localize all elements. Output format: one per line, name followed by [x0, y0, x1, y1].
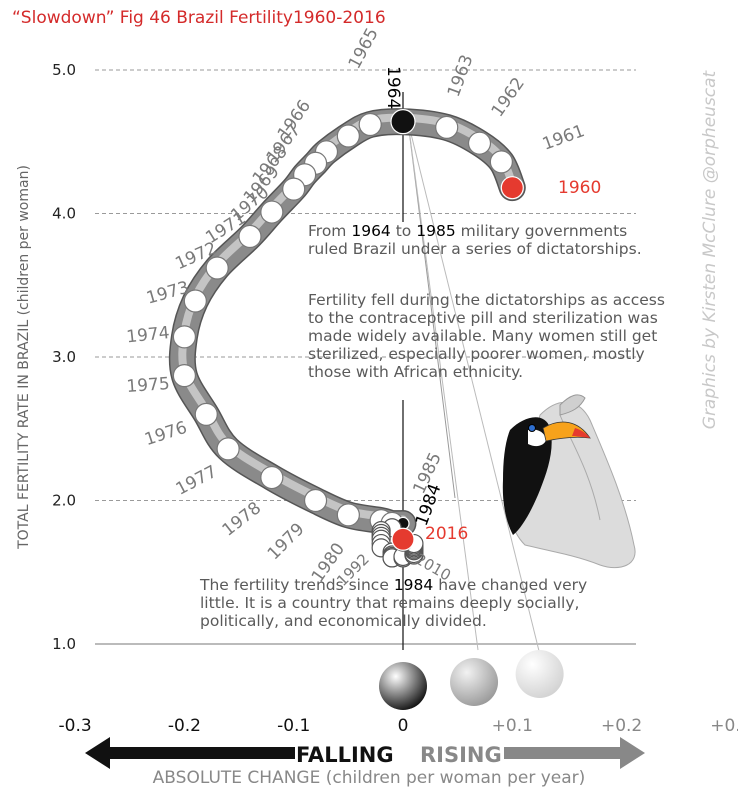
dictatorship-note-text-1: From: [308, 222, 347, 240]
y-axis-label: TOTAL FERTILITY RATE IN BRAZIL (children…: [16, 165, 32, 550]
legend: FALLING RISING: [85, 650, 645, 769]
data-point-1979: [260, 465, 284, 490]
year-label-1965: 1965: [345, 25, 383, 73]
x-tick-label: -0.3: [59, 716, 92, 736]
data-point-1961: [489, 150, 513, 174]
legend-sphere-zero: [379, 662, 427, 710]
y-tick-label: 3.0: [52, 348, 76, 366]
data-point-1972: [238, 224, 262, 249]
year-label-1961: 1961: [540, 121, 587, 155]
leader-line: [407, 121, 479, 651]
year-label-1962: 1962: [488, 74, 529, 121]
year-label-1979: 1979: [264, 519, 309, 564]
data-point-1980: [303, 488, 328, 513]
rising-label: RISING: [420, 743, 502, 767]
dictatorship-note: From 1964 to 1985 military governments r…: [308, 222, 670, 258]
trends-note: The fertility trends since 1984 have cha…: [200, 576, 595, 630]
dictatorship-start-year: 1964: [351, 222, 391, 240]
y-tick-label: 2.0: [52, 492, 76, 510]
chart-title: “Slowdown” Fig 46 Brazil Fertility1960-2…: [12, 8, 386, 28]
data-point-1962: [467, 131, 492, 155]
toucan-body: [502, 417, 552, 535]
data-point-1976: [172, 364, 196, 388]
data-point-1973: [205, 256, 229, 280]
year-label-1974: 1974: [125, 323, 170, 347]
year-label-1977: 1977: [173, 462, 221, 500]
dictatorship-end-year: 1985: [416, 222, 456, 240]
toucan-illustration: [502, 394, 636, 569]
data-point-2016: [391, 527, 415, 551]
data-point-1960: [500, 176, 524, 200]
year-label-1963: 1963: [444, 52, 478, 99]
bag-tie: [559, 394, 586, 416]
toucan-beak-tip: [572, 428, 590, 438]
rising-arrow: [504, 737, 645, 769]
year-label-1975: 1975: [126, 374, 171, 397]
leader-line: [407, 121, 541, 656]
x-tick-label: -0.1: [277, 716, 310, 736]
x-axis-label: ABSOLUTE CHANGE (children per woman per …: [153, 768, 586, 788]
data-point-1964: [390, 109, 416, 135]
y-tick-label: 1.0: [52, 635, 76, 653]
data-point-1963: [435, 115, 459, 140]
year-label-1960: 1960: [558, 178, 601, 198]
data-point-1974: [183, 289, 207, 313]
year-label-1964: 1964: [383, 66, 403, 109]
data-point-1978: [216, 437, 240, 461]
x-tick-label: -0.2: [168, 716, 201, 736]
legend-sphere-plus-0-2: [515, 650, 564, 698]
year-label-2016: 2016: [425, 524, 468, 544]
falling-arrow: [85, 737, 295, 769]
x-tick-label: +0.3: [710, 716, 738, 736]
x-tick-label: +0.1: [492, 716, 533, 736]
data-point-1975: [172, 325, 196, 349]
data-point-1977: [194, 402, 218, 426]
legend-sphere-plus-0-1: [450, 658, 499, 706]
data-point-1981: [336, 503, 360, 527]
dictatorship-note-text-3: military governments ruled Brazil under …: [308, 222, 642, 258]
trends-note-text-2: have changed very little. It is a countr…: [200, 576, 588, 630]
year-label-1976: 1976: [142, 418, 189, 450]
fertility-fell-note: Fertility fell during the dictatorships …: [308, 291, 665, 381]
trends-year: 1984: [393, 576, 434, 594]
year-label-1978: 1978: [219, 498, 265, 540]
data-points: [172, 109, 524, 568]
axes: TOTAL FERTILITY RATE IN BRAZIL (children…: [16, 61, 738, 788]
y-tick-label: 4.0: [52, 205, 76, 223]
toucan-throat: [528, 429, 546, 447]
dictatorship-note-text-2: to: [395, 222, 412, 240]
data-point-1970: [282, 177, 306, 201]
x-tick-label: +0.2: [601, 716, 642, 736]
y-tick-label: 5.0: [52, 61, 76, 79]
falling-label: FALLING: [296, 743, 394, 767]
x-tick-label: 0: [398, 716, 409, 736]
data-point-1971: [260, 200, 284, 224]
data-point-1966: [336, 124, 360, 148]
toucan-eye: [528, 424, 536, 432]
data-point-1965: [358, 112, 382, 137]
trends-note-text-1: The fertility trends since: [200, 576, 389, 594]
